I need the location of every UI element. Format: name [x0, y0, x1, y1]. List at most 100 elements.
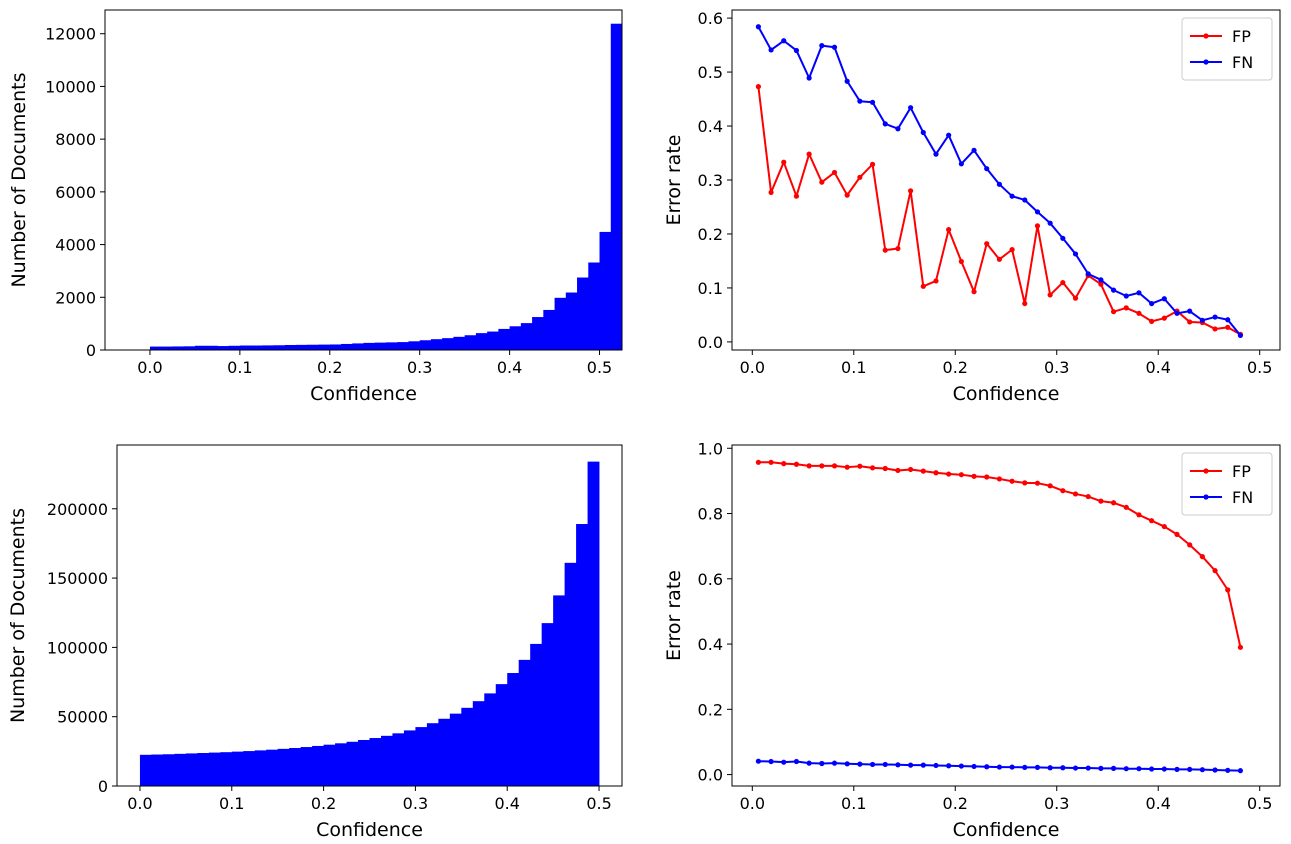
y-axis-ticks: 0.0 0.1 0.2 0.3 0.4 0.5 0.6 [698, 9, 732, 352]
data-point-fp [768, 189, 774, 196]
y-tick-label: 8000 [55, 130, 96, 149]
legend: FP FN [1181, 452, 1273, 516]
y-axis-label: Number of Documents [7, 508, 29, 723]
y-tick-label: 0.0 [698, 333, 723, 352]
data-point-fn [768, 47, 774, 53]
histogram-bar [341, 343, 353, 350]
data-point-fp [1110, 500, 1117, 506]
data-point-fn [793, 758, 800, 765]
data-point-fp [971, 473, 977, 479]
y-tick-label: 0.5 [698, 63, 723, 82]
data-point-fp [831, 463, 838, 469]
x-axis-ticks: 0.0 0.1 0.2 0.3 0.4 0.5 [127, 786, 612, 813]
legend-item-fn: FN [1190, 488, 1253, 507]
x-axis-ticks: 0.0 0.1 0.2 0.3 0.4 0.5 [740, 786, 1272, 813]
histogram-bar [587, 461, 600, 786]
data-point-fp [1072, 295, 1079, 301]
data-point-fn [1174, 310, 1180, 316]
data-point-fp [781, 159, 787, 165]
data-point-fn [819, 760, 825, 767]
data-point-fn [1022, 764, 1028, 771]
series-fp [755, 459, 1244, 650]
y-tick-label: 4000 [55, 236, 96, 255]
y-tick-label: 0.2 [698, 225, 723, 244]
data-point-fn [1199, 317, 1205, 323]
x-tick-label: 0.3 [1044, 358, 1069, 377]
data-point-fn [1110, 765, 1117, 771]
data-point-fp [971, 289, 977, 295]
histogram-bar [231, 751, 244, 786]
histogram-bar [520, 323, 533, 350]
data-point-fp [1022, 480, 1028, 486]
data-point-fp [857, 463, 863, 469]
x-axis-label: Confidence [953, 383, 1060, 405]
histogram-bar [408, 341, 421, 350]
x-tick-label: 0.0 [740, 794, 765, 813]
data-point-fn [869, 761, 876, 768]
histogram-bars [149, 23, 623, 351]
data-point-fn [1212, 314, 1218, 320]
y-tick-label: 0.0 [698, 766, 723, 785]
data-point-fp [755, 459, 761, 465]
x-axis-label: Confidence [953, 819, 1060, 841]
x-tick-label: 0.5 [587, 358, 612, 377]
histogram-bar [318, 344, 331, 350]
data-point-fp [895, 467, 901, 474]
legend: FP FN [1181, 17, 1273, 81]
histogram-bar [449, 713, 462, 786]
legend-item-fp: FP [1190, 27, 1251, 46]
data-point-fn [1047, 765, 1053, 771]
x-tick-label: 0.2 [317, 358, 342, 377]
y-tick-label: 6000 [55, 183, 96, 202]
histogram-bar [415, 727, 428, 786]
data-point-fp [996, 476, 1003, 482]
data-point-fp [984, 241, 990, 247]
data-point-fp [819, 179, 825, 185]
y-tick-label: 0.6 [698, 9, 723, 28]
x-tick-label: 0.4 [1145, 358, 1170, 377]
data-point-fn [1136, 766, 1142, 772]
data-point-fn [1187, 308, 1193, 314]
data-point-fp [946, 227, 952, 233]
histogram-bar [139, 754, 152, 786]
data-point-fp [1174, 531, 1180, 538]
series-fp [755, 84, 1244, 337]
data-point-fn [1149, 300, 1155, 307]
histogram-bar [266, 749, 279, 786]
data-point-fp [1237, 644, 1244, 650]
histogram-bar [289, 748, 302, 786]
histogram-bar [484, 693, 497, 786]
histogram-bar [183, 346, 196, 350]
histogram-bar [419, 340, 432, 350]
data-point-fp [844, 192, 850, 198]
data-point-fn [971, 763, 977, 770]
histogram-bar [254, 750, 267, 786]
histogram-bar [599, 231, 612, 350]
histogram-bar [543, 309, 555, 350]
data-point-fp [958, 258, 964, 265]
data-point-fp [869, 465, 876, 471]
data-point-fn [1060, 235, 1066, 241]
histogram-bar [461, 707, 474, 786]
y-tick-label: 0 [98, 777, 108, 796]
legend-box [1181, 452, 1273, 516]
histogram-bar [312, 745, 324, 786]
data-point-fn [1060, 765, 1066, 771]
y-tick-label: 2000 [55, 288, 96, 307]
data-point-fn [1034, 209, 1041, 215]
legend-label-fp: FP [1232, 462, 1251, 481]
data-point-fp [1047, 292, 1053, 298]
histogram-bar [206, 345, 218, 350]
y-axis-ticks: 0.0 0.2 0.4 0.6 0.8 1.0 [698, 439, 732, 785]
data-point-fp [933, 278, 939, 284]
x-tick-label: 0.5 [586, 794, 611, 813]
data-point-fp [984, 474, 990, 480]
y-tick-label: 0.4 [698, 117, 723, 136]
data-point-fp [1072, 491, 1079, 497]
histogram-bar [495, 684, 508, 786]
chart-panel-bottom-right: FP FN 0.0 0.1 0.2 0.3 0.4 0.5 0.0 0.2 0.4 0.6 0.8 1.0… [663, 439, 1281, 841]
histogram-bar [553, 595, 566, 786]
data-point-fp [882, 247, 888, 253]
data-point-fn [971, 147, 977, 153]
histogram-bar [610, 23, 623, 351]
